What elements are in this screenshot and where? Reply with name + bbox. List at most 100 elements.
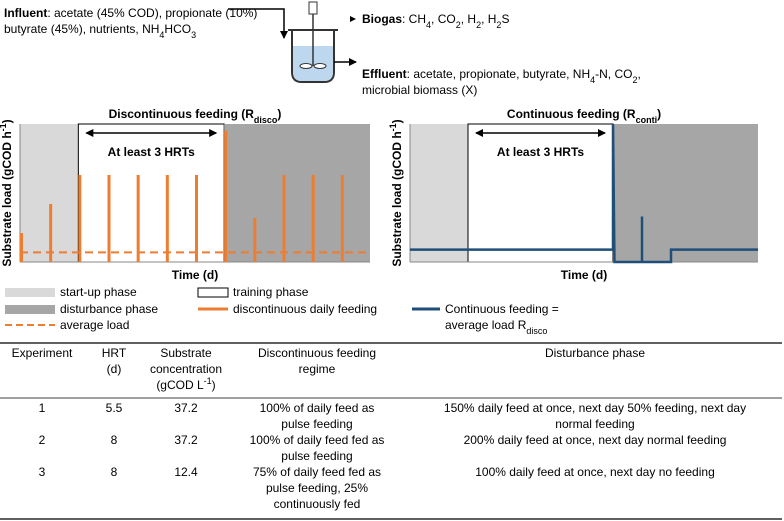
- phase: [410, 124, 468, 262]
- motor: [308, 1, 318, 15]
- table-cell: 5.5: [106, 401, 123, 415]
- text-run: microbial biomass (X): [362, 83, 477, 97]
- table-cell: 75% of daily feed fed as: [253, 465, 381, 479]
- legend-label: discontinuous daily feeding: [233, 302, 377, 316]
- legend-label: average load Rdisco: [445, 318, 547, 336]
- table-cell: 37.2: [174, 401, 198, 415]
- text-run: , H: [461, 12, 476, 26]
- chart-title: Continuous feeding (Rconti): [507, 107, 661, 125]
- table-cell: 2: [39, 433, 46, 447]
- text-run: Biogas: [362, 12, 402, 26]
- table-cell: 3: [39, 465, 46, 479]
- text-run: conti: [636, 115, 658, 125]
- table-cell: normal feeding: [555, 417, 634, 431]
- y-axis-label: Substrate load (gCOD h-1): [0, 119, 14, 266]
- text-run: ): [0, 119, 14, 123]
- phase: [77, 123, 225, 263]
- x-axis-label: Time (d): [561, 268, 607, 282]
- table-cell: pulse feeding: [281, 417, 352, 431]
- table-cell: 1: [39, 401, 46, 415]
- legend-swatch: [197, 287, 229, 298]
- biogas-arrow: [350, 16, 356, 22]
- text-run: 2: [632, 75, 637, 85]
- legend-label: start-up phase: [60, 285, 137, 299]
- influent-text: butyrate (45%), nutrients, NH4HCO3: [4, 22, 196, 40]
- biogas-text: Biogas: CH4, CO2, H2, H2S: [362, 12, 509, 30]
- text-run: Continuous feeding (R: [507, 107, 636, 121]
- legend-label: Continuous feeding =: [445, 302, 559, 316]
- table-header: HRT: [102, 346, 127, 360]
- table-cell: 200% daily feed at once, next day normal…: [464, 433, 727, 447]
- text-run: Discontinuous feeding (R: [109, 107, 255, 121]
- table-cell: 100% daily feed at once, next day no fee…: [475, 465, 715, 479]
- text-run: -N, CO: [595, 67, 632, 81]
- text-run: , H: [481, 12, 496, 26]
- text-run: butyrate (45%), nutrients, NH: [4, 22, 159, 36]
- text-run: 4: [159, 30, 164, 40]
- legend-swatch: [5, 288, 55, 297]
- table-header: Disturbance phase: [545, 346, 645, 360]
- text-run: 3: [191, 30, 196, 40]
- effluent-text: microbial biomass (X): [362, 83, 477, 97]
- table-cell: 12.4: [174, 465, 198, 479]
- text-run: S: [501, 12, 509, 26]
- phase: [224, 124, 370, 262]
- table-header: Experiment: [12, 346, 73, 360]
- text-run: , CO: [431, 12, 456, 26]
- text-run: -1: [388, 123, 398, 131]
- table-cell: 150% daily feed at once, next day 50% fe…: [444, 401, 746, 415]
- text-run: -1: [204, 376, 212, 386]
- text-run: : acetate (45% COD), propionate (10%): [47, 6, 257, 20]
- table-header: (gCOD L-1): [156, 376, 215, 392]
- text-run: : CH: [402, 12, 426, 26]
- table-header: Substrate: [160, 346, 212, 360]
- chart-title: Discontinuous feeding (Rdisco): [109, 107, 282, 125]
- table-header: concentration: [150, 362, 222, 376]
- text-run: -1: [0, 123, 8, 131]
- text-run: HCO: [164, 22, 191, 36]
- table-header: regime: [299, 362, 336, 376]
- table-cell: 8: [111, 433, 118, 447]
- table-header: (d): [107, 362, 122, 376]
- legend-label: disturbance phase: [60, 302, 158, 316]
- text-run: ): [212, 378, 216, 392]
- feeding-line: [410, 123, 758, 264]
- text-run: 2: [496, 20, 501, 30]
- table-cell: pulse feeding, 25%: [266, 481, 368, 495]
- text-run: Influent: [4, 6, 47, 20]
- text-run: 4: [590, 75, 595, 85]
- text-run: Effluent: [362, 67, 407, 81]
- phase: [613, 124, 758, 262]
- effluent-text: Effluent: acetate, propionate, butyrate,…: [362, 67, 641, 85]
- table-cell: 8: [111, 465, 118, 479]
- text-run: 4: [426, 20, 431, 30]
- text-run: ): [657, 107, 661, 121]
- influent-text: Influent: acetate (45% COD), propionate …: [4, 6, 257, 20]
- stirrer-blade: [299, 63, 313, 69]
- text-run: disco: [254, 115, 278, 125]
- table-cell: continuously fed: [274, 497, 361, 511]
- influent-arrow: [228, 8, 288, 39]
- text-run: (gCOD L: [156, 378, 204, 392]
- table-header: Discontinuous feeding: [258, 346, 376, 360]
- legend-label: average load: [60, 318, 129, 332]
- legend-label: training phase: [233, 285, 309, 299]
- table-cell: pulse feeding: [281, 449, 352, 463]
- reactor-icon: [228, 1, 357, 83]
- text-run: Substrate load (gCOD h: [0, 131, 14, 266]
- x-axis-label: Time (d): [172, 268, 218, 282]
- text-run: 2: [456, 20, 461, 30]
- text-run: ): [277, 107, 281, 121]
- text-run: Substrate load (gCOD h: [390, 131, 404, 266]
- y-axis-label: Substrate load (gCOD h-1): [388, 119, 404, 266]
- annotation: At least 3 HRTs: [108, 145, 195, 159]
- table-cell: 100% of daily feed fed as: [250, 433, 385, 447]
- stirrer-blade: [313, 63, 327, 69]
- text-run: ): [390, 119, 404, 123]
- vessel: [291, 30, 335, 83]
- table-cell: 37.2: [174, 433, 198, 447]
- table-cell: 100% of daily feed as: [260, 401, 375, 415]
- legend-swatch: [5, 305, 55, 314]
- phase: [20, 124, 79, 262]
